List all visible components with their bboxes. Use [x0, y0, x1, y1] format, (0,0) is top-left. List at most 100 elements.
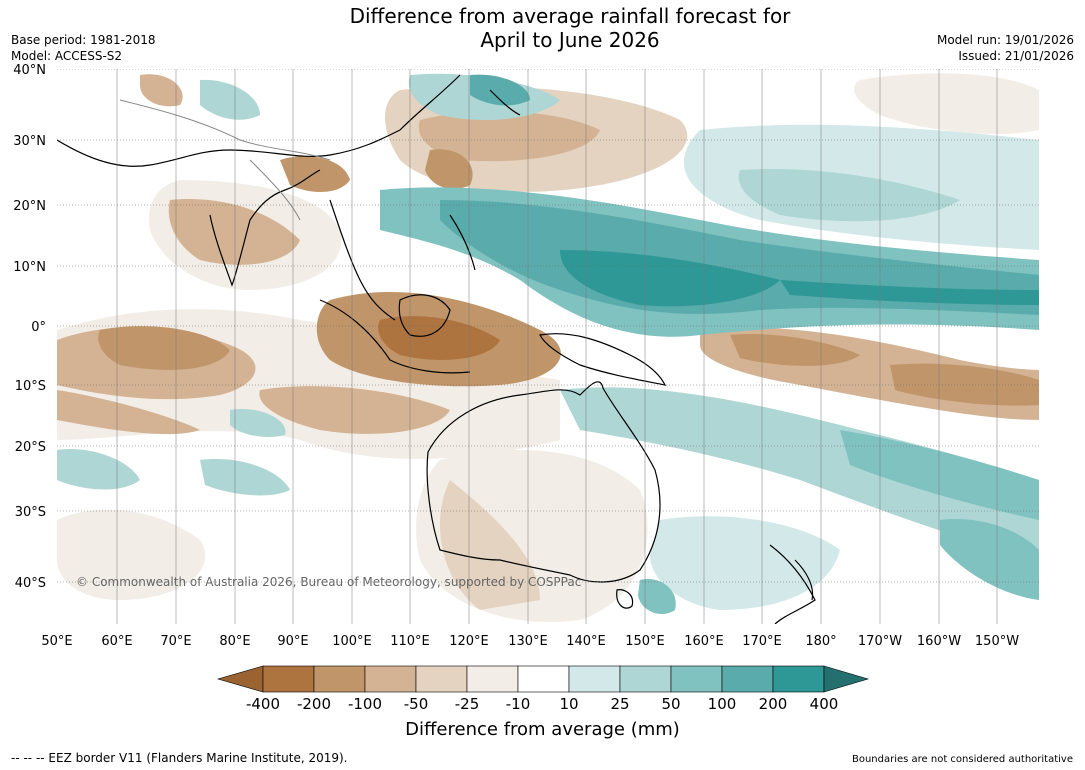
dry-region-light — [854, 73, 1039, 135]
dry-region-strong — [98, 326, 231, 370]
title-line-2: April to June 2026 — [480, 28, 660, 52]
colorbar-extend-high — [823, 665, 870, 693]
dry-region-strong — [890, 363, 1039, 406]
lon-label: 70°E — [160, 634, 191, 649]
lat-label: 40°S — [15, 576, 46, 591]
coastlines — [57, 74, 816, 624]
india-outline — [209, 169, 321, 287]
meta-right: Model run: 19/01/2026 Issued: 21/01/2026 — [937, 32, 1074, 64]
lon-label: 150°W — [975, 634, 1019, 649]
wet-region — [940, 519, 1039, 600]
eez-legend: -- -- -- EEZ border V11 (Flanders Marine… — [11, 751, 348, 765]
border-line — [249, 159, 301, 221]
dry-region — [440, 480, 540, 610]
lon-label: 80°E — [219, 634, 250, 649]
colorbar-tick-label: -400 — [246, 695, 280, 713]
copyright-notice: © Commonwealth of Australia 2026, Bureau… — [76, 575, 581, 589]
lat-label: 30°N — [13, 134, 46, 149]
lon-label: 180° — [805, 634, 836, 649]
wet-region — [57, 449, 140, 490]
asia-outline — [57, 74, 461, 167]
lat-label: 20°S — [15, 440, 46, 455]
wet-region — [560, 387, 1039, 560]
model-run: Model run: 19/01/2026 — [936, 33, 1074, 47]
lat-label: 10°N — [13, 260, 46, 275]
wet-region — [638, 579, 676, 615]
colorbar-tick-label: -25 — [455, 695, 480, 713]
lon-label: 60°E — [101, 634, 132, 649]
dry-region-light — [57, 509, 206, 600]
map-title: Difference from average rainfall forecas… — [270, 4, 870, 52]
dry-region — [418, 111, 600, 162]
boundary-disclaimer: Boundaries are not considered authoritat… — [851, 754, 1073, 765]
dry-region — [140, 74, 183, 107]
colorbar-tick-label: -10 — [506, 695, 531, 713]
colorbar-tick-label: 25 — [610, 695, 629, 713]
lon-label: 90°E — [277, 634, 308, 649]
border-line — [119, 99, 331, 161]
sumatra-java-outline — [319, 299, 471, 374]
colorbar-extend-low — [216, 665, 264, 693]
lon-label: 100°E — [332, 634, 372, 649]
dry-region-strong — [280, 156, 350, 192]
japan-outline — [489, 89, 521, 116]
colorbar-swatch — [568, 665, 621, 693]
meta-left: Base period: 1981-2018 Model: ACCESS-S2 — [11, 32, 156, 64]
colorbar-swatch — [619, 665, 672, 693]
lon-label: 150°E — [625, 634, 665, 649]
borneo-outline — [398, 294, 451, 337]
lon-label: 160°W — [917, 634, 961, 649]
colorbar-tick-label: 200 — [759, 695, 788, 713]
lon-label: 140°E — [566, 634, 606, 649]
colorbar-swatch — [772, 665, 825, 693]
wet-region — [738, 169, 960, 222]
colorbar-tick-label: 50 — [661, 695, 680, 713]
philippines-outline — [449, 214, 476, 271]
model-name: Model: ACCESS-S2 — [11, 49, 123, 63]
lat-label: 30°S — [15, 505, 46, 520]
colorbar-tick-label: -200 — [297, 695, 331, 713]
dry-region — [57, 390, 200, 435]
colorbar-swatch — [721, 665, 774, 693]
colorbar: -400 -200 -100 -50 -25 -10 10 25 50 100 200 400 — [216, 665, 870, 713]
colorbar-tick-label: -50 — [404, 695, 429, 713]
wet-region-stronger — [560, 250, 780, 307]
lon-label: 50°E — [41, 634, 72, 649]
base-period: Base period: 1981-2018 — [11, 33, 156, 47]
issued-date: Issued: 21/01/2026 — [958, 49, 1074, 63]
colorbar-tick-label: 400 — [810, 695, 839, 713]
lon-label: 170°W — [858, 634, 902, 649]
colorbar-swatch — [364, 665, 417, 693]
meridians — [116, 69, 998, 624]
lon-label: 160°E — [684, 634, 724, 649]
colorbar-swatch — [415, 665, 468, 693]
rainfall-anomaly-field: © Commonwealth of Australia 2026, Bureau… — [57, 69, 1039, 624]
dry-region-strong — [425, 149, 473, 190]
dry-region — [168, 199, 300, 265]
country-borders — [119, 99, 331, 221]
wet-region — [840, 430, 1039, 520]
dry-region — [259, 386, 450, 434]
colorbar-swatch — [313, 665, 366, 693]
lon-label: 120°E — [449, 634, 489, 649]
longitude-labels: 50°E 60°E 70°E 80°E 90°E 100°E 110°E 120… — [41, 634, 1019, 649]
dry-region-strong — [730, 334, 860, 366]
colorbar-tick-label: -100 — [348, 695, 382, 713]
colorbar-swatch — [670, 665, 723, 693]
colorbar-tick-label: 10 — [559, 695, 578, 713]
colorbar-title: Difference from average (mm) — [405, 719, 680, 740]
wet-region-strong — [470, 74, 530, 106]
new-zealand-south — [794, 559, 814, 601]
tasmania-outline — [616, 589, 634, 609]
lon-label: 170°E — [742, 634, 782, 649]
latitude-labels: 40°N 30°N 20°N 10°N 0° 10°S 20°S 30°S 40… — [13, 63, 46, 591]
australia-outline — [426, 381, 661, 583]
new-zealand-north — [769, 544, 816, 624]
wet-region-light — [650, 516, 840, 610]
lat-label: 10°S — [15, 379, 46, 394]
wet-region-stronger — [780, 280, 1039, 305]
wet-region — [230, 409, 286, 437]
dry-region-stronger — [378, 316, 500, 360]
wet-region — [200, 459, 290, 496]
